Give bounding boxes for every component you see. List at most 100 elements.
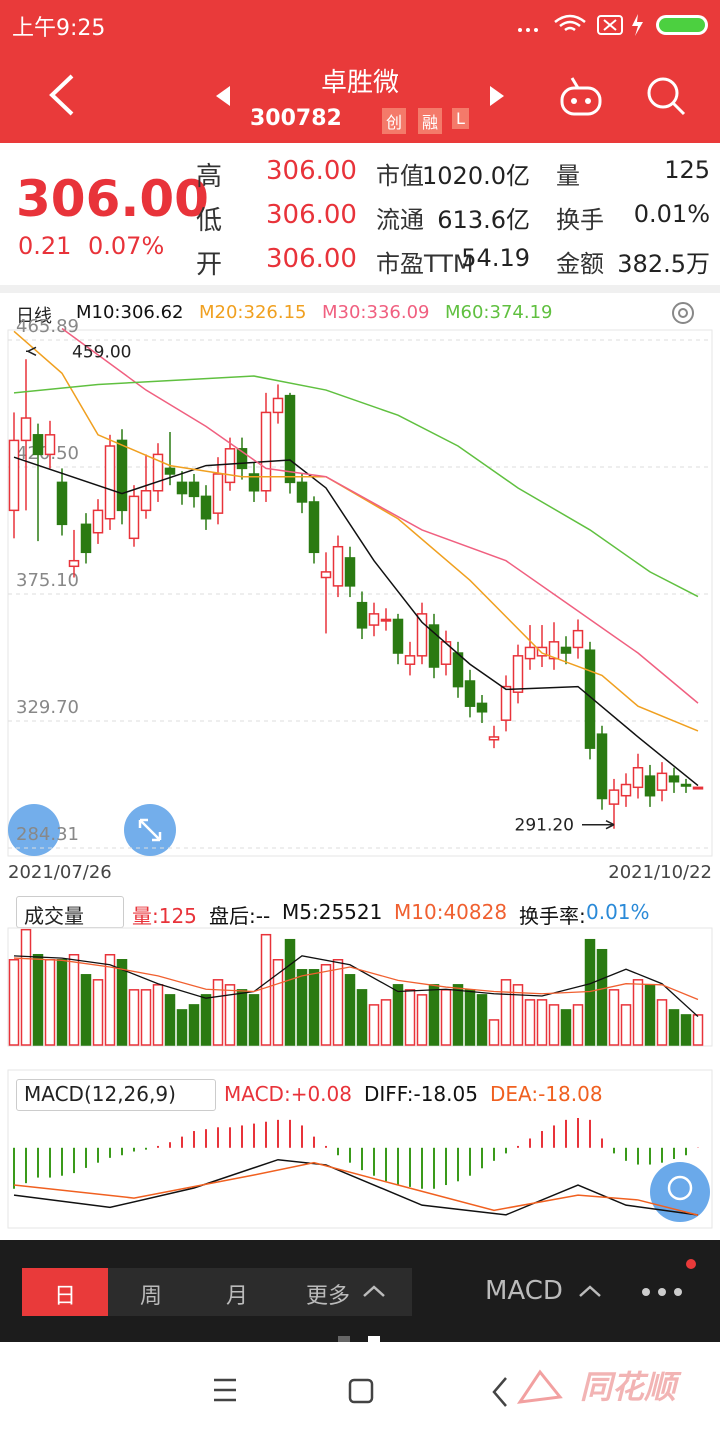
volume-bar — [476, 994, 488, 1046]
candle-body — [152, 453, 164, 492]
candle-body — [128, 495, 140, 540]
candle-body — [260, 411, 272, 492]
ma-line — [13, 375, 699, 598]
stat-value: 54.19 — [461, 244, 530, 272]
candle-body — [668, 775, 680, 783]
volume-bar — [596, 948, 608, 1046]
collapse-button[interactable] — [8, 804, 60, 856]
tab[interactable]: 更多 — [306, 1284, 351, 1309]
tag: 创 — [382, 108, 407, 134]
volume-bar — [608, 989, 620, 1046]
last-price: 306.00 — [16, 170, 209, 228]
volume-bar — [320, 964, 332, 1046]
volume-bar — [8, 959, 20, 1046]
volume-bar — [560, 1009, 572, 1046]
volume-bar — [548, 1004, 560, 1046]
volume-bar — [584, 938, 596, 1046]
active-tab — [22, 1268, 108, 1316]
volume-bar — [248, 994, 260, 1046]
volume-bar — [464, 989, 476, 1046]
candle-body — [356, 601, 368, 629]
candle-body — [212, 473, 224, 514]
macd-title: MACD(12,26,9) — [24, 1082, 176, 1106]
stat-label: 市盈TTM — [376, 250, 474, 278]
candle-body — [608, 789, 620, 805]
macd-line — [13, 1161, 699, 1216]
candle-body — [548, 641, 560, 660]
quote-value: 306.00 — [266, 200, 357, 230]
candle-body — [440, 641, 452, 665]
candle-body — [104, 445, 116, 520]
candle-body — [560, 646, 572, 654]
volume-bar — [332, 959, 344, 1046]
prev-stock[interactable] — [212, 84, 232, 108]
volume-bar — [644, 984, 656, 1046]
candle-body — [332, 545, 344, 587]
candle-body — [476, 702, 488, 713]
volume-frame — [7, 927, 713, 1047]
candle-body — [140, 490, 152, 512]
candle-body — [500, 685, 512, 721]
chevron — [579, 1285, 601, 1297]
volume-bar — [164, 994, 176, 1046]
ma-line — [13, 330, 699, 732]
tag: L — [452, 108, 469, 129]
back-button[interactable] — [40, 70, 80, 120]
candle-body — [200, 495, 212, 520]
candle-body — [380, 618, 392, 622]
volume-bar — [44, 959, 56, 1046]
candle-body — [392, 618, 404, 654]
candle-body — [164, 467, 176, 475]
settings-button[interactable] — [668, 298, 698, 328]
tag: 融 — [418, 108, 443, 134]
macd-selector[interactable] — [16, 1079, 216, 1111]
volume-bar — [572, 1004, 584, 1046]
candle-body — [248, 473, 260, 492]
volume-bar — [260, 933, 272, 1046]
y-tick-label: 375.10 — [16, 570, 79, 591]
candle-body — [452, 652, 464, 688]
stat-label: 量 — [556, 162, 580, 190]
tab[interactable]: 月 — [225, 1284, 248, 1309]
candle-body — [20, 417, 32, 442]
stat-value: 1020.0亿 — [422, 162, 530, 190]
macd-label: DIFF:-18.05 — [364, 1082, 478, 1106]
volume-bar — [356, 989, 368, 1046]
more-button[interactable] — [636, 1256, 706, 1306]
volume-ma — [13, 955, 699, 1018]
volume-bar — [380, 999, 392, 1046]
tab[interactable]: 周 — [139, 1284, 162, 1309]
quote-label: 高 — [196, 162, 223, 192]
tab[interactable]: 日 — [53, 1284, 76, 1309]
volume-bar — [452, 984, 464, 1046]
volume-bar — [416, 994, 428, 1046]
volume-bar — [284, 938, 296, 1046]
indicator-tab[interactable]: MACD — [485, 1276, 563, 1306]
candle-body — [692, 786, 704, 790]
next-stock[interactable] — [488, 84, 508, 108]
ma-label: M20:326.15 — [199, 302, 307, 323]
candle-body — [572, 629, 584, 649]
volume-bar — [692, 1014, 704, 1046]
volume-bar — [272, 959, 284, 1046]
volume-bar — [680, 1014, 692, 1046]
robot-button[interactable] — [556, 74, 606, 118]
candle-body — [680, 783, 692, 787]
search-button[interactable] — [644, 74, 688, 118]
candle-body — [464, 680, 476, 707]
page-dots — [338, 1336, 380, 1342]
candle-body — [320, 571, 332, 579]
volume-bar — [500, 979, 512, 1046]
candle-body — [524, 646, 536, 660]
volume-title: 成交量 — [24, 904, 84, 928]
volume-bar — [392, 984, 404, 1046]
turnover-label: 换手率: — [519, 904, 586, 928]
y-tick-label: 329.70 — [16, 697, 79, 718]
start-date: 2021/07/26 — [8, 862, 112, 883]
high-label: 459.00 — [72, 342, 131, 362]
volume-bar — [404, 989, 416, 1046]
macd-line — [13, 1158, 699, 1216]
volume-bar — [236, 989, 248, 1046]
turnover-value: 0.01% — [586, 900, 650, 924]
